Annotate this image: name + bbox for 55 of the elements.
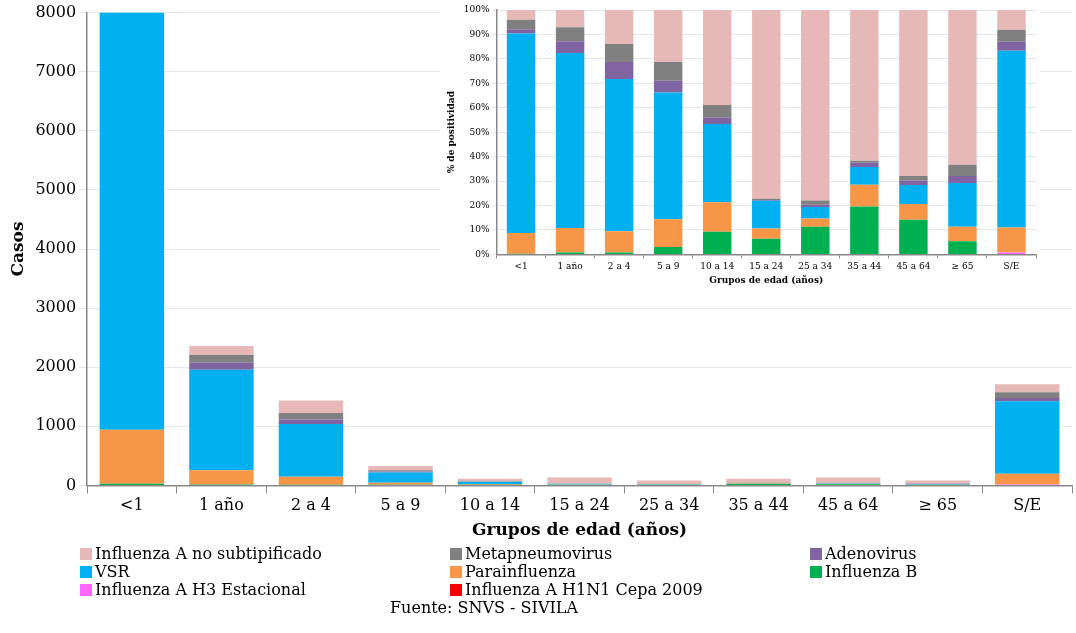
y-tick-label: 70% [469, 77, 490, 88]
legend-label: Metapneumovirus [465, 544, 613, 563]
legend-label: VSR [95, 562, 130, 581]
x-tick-label: 25 a 34 [638, 495, 700, 515]
y-axis-title: % de positividad [445, 90, 456, 174]
x-axis-title: Grupos de edad (años) [472, 519, 688, 540]
legend-label: Parainfluenza [465, 562, 576, 581]
y-tick-label: 5000 [35, 179, 77, 199]
source-note: Fuente: SNVS - SIVILA [389, 598, 580, 617]
x-tick-label: S/E [1003, 261, 1020, 272]
y-axis-title: Casos [6, 221, 27, 277]
x-tick-label: 35 a 44 [847, 261, 882, 272]
legend-label: Influenza A H1N1 Cepa 2009 [465, 580, 703, 599]
x-tick-label: 10 a 14 [459, 495, 521, 515]
x-tick-label: 10 a 14 [700, 261, 735, 272]
x-tick-label: 1 año [557, 261, 583, 272]
x-tick-label: <1 [514, 261, 528, 272]
x-tick-label: <1 [120, 495, 144, 515]
x-tick-label: ≥ 65 [951, 261, 974, 272]
x-tick-label: S/E [1013, 495, 1042, 515]
y-tick-label: 4000 [35, 238, 77, 258]
x-tick-label: 25 a 34 [798, 261, 833, 272]
y-tick-label: 100% [463, 4, 490, 15]
x-tick-label: 5 a 9 [656, 261, 680, 272]
y-tick-label: 1000 [35, 415, 77, 435]
x-tick-label: 45 a 64 [817, 495, 879, 515]
y-tick-label: 90% [469, 28, 490, 39]
x-tick-label: 45 a 64 [896, 261, 931, 272]
y-tick-label: 30% [469, 175, 490, 186]
y-tick-label: 2000 [35, 356, 77, 376]
x-tick-label: 15 a 24 [749, 261, 784, 272]
x-tick-label: 15 a 24 [549, 495, 610, 515]
legend-label: Influenza A no subtipificado [95, 544, 322, 563]
y-tick-label: 50% [469, 126, 490, 137]
x-tick-label: 2 a 4 [290, 495, 331, 515]
legend-label: Influenza A H3 Estacional [95, 580, 306, 599]
x-tick-label: 2 a 4 [607, 261, 631, 272]
x-tick-label: ≥ 65 [918, 495, 958, 515]
x-tick-label: 1 año [199, 495, 244, 515]
y-tick-label: 0 [65, 474, 77, 494]
legend-label: Influenza B [825, 562, 918, 581]
y-tick-label: 6000 [35, 119, 77, 139]
y-tick-label: 7000 [35, 60, 77, 80]
y-tick-label: 10% [469, 224, 490, 235]
x-axis-title: Grupos de edad (años) [709, 274, 824, 285]
y-tick-label: 3000 [35, 297, 77, 317]
y-tick-label: 60% [469, 102, 490, 113]
x-tick-label: 5 a 9 [380, 495, 421, 515]
legend-label: Adenovirus [825, 544, 917, 563]
y-tick-label: 0% [475, 248, 490, 259]
y-tick-label: 8000 [35, 1, 77, 21]
y-tick-label: 20% [469, 199, 490, 210]
y-tick-label: 40% [469, 150, 490, 161]
x-tick-label: 35 a 44 [728, 495, 789, 515]
y-tick-label: 80% [469, 53, 490, 64]
